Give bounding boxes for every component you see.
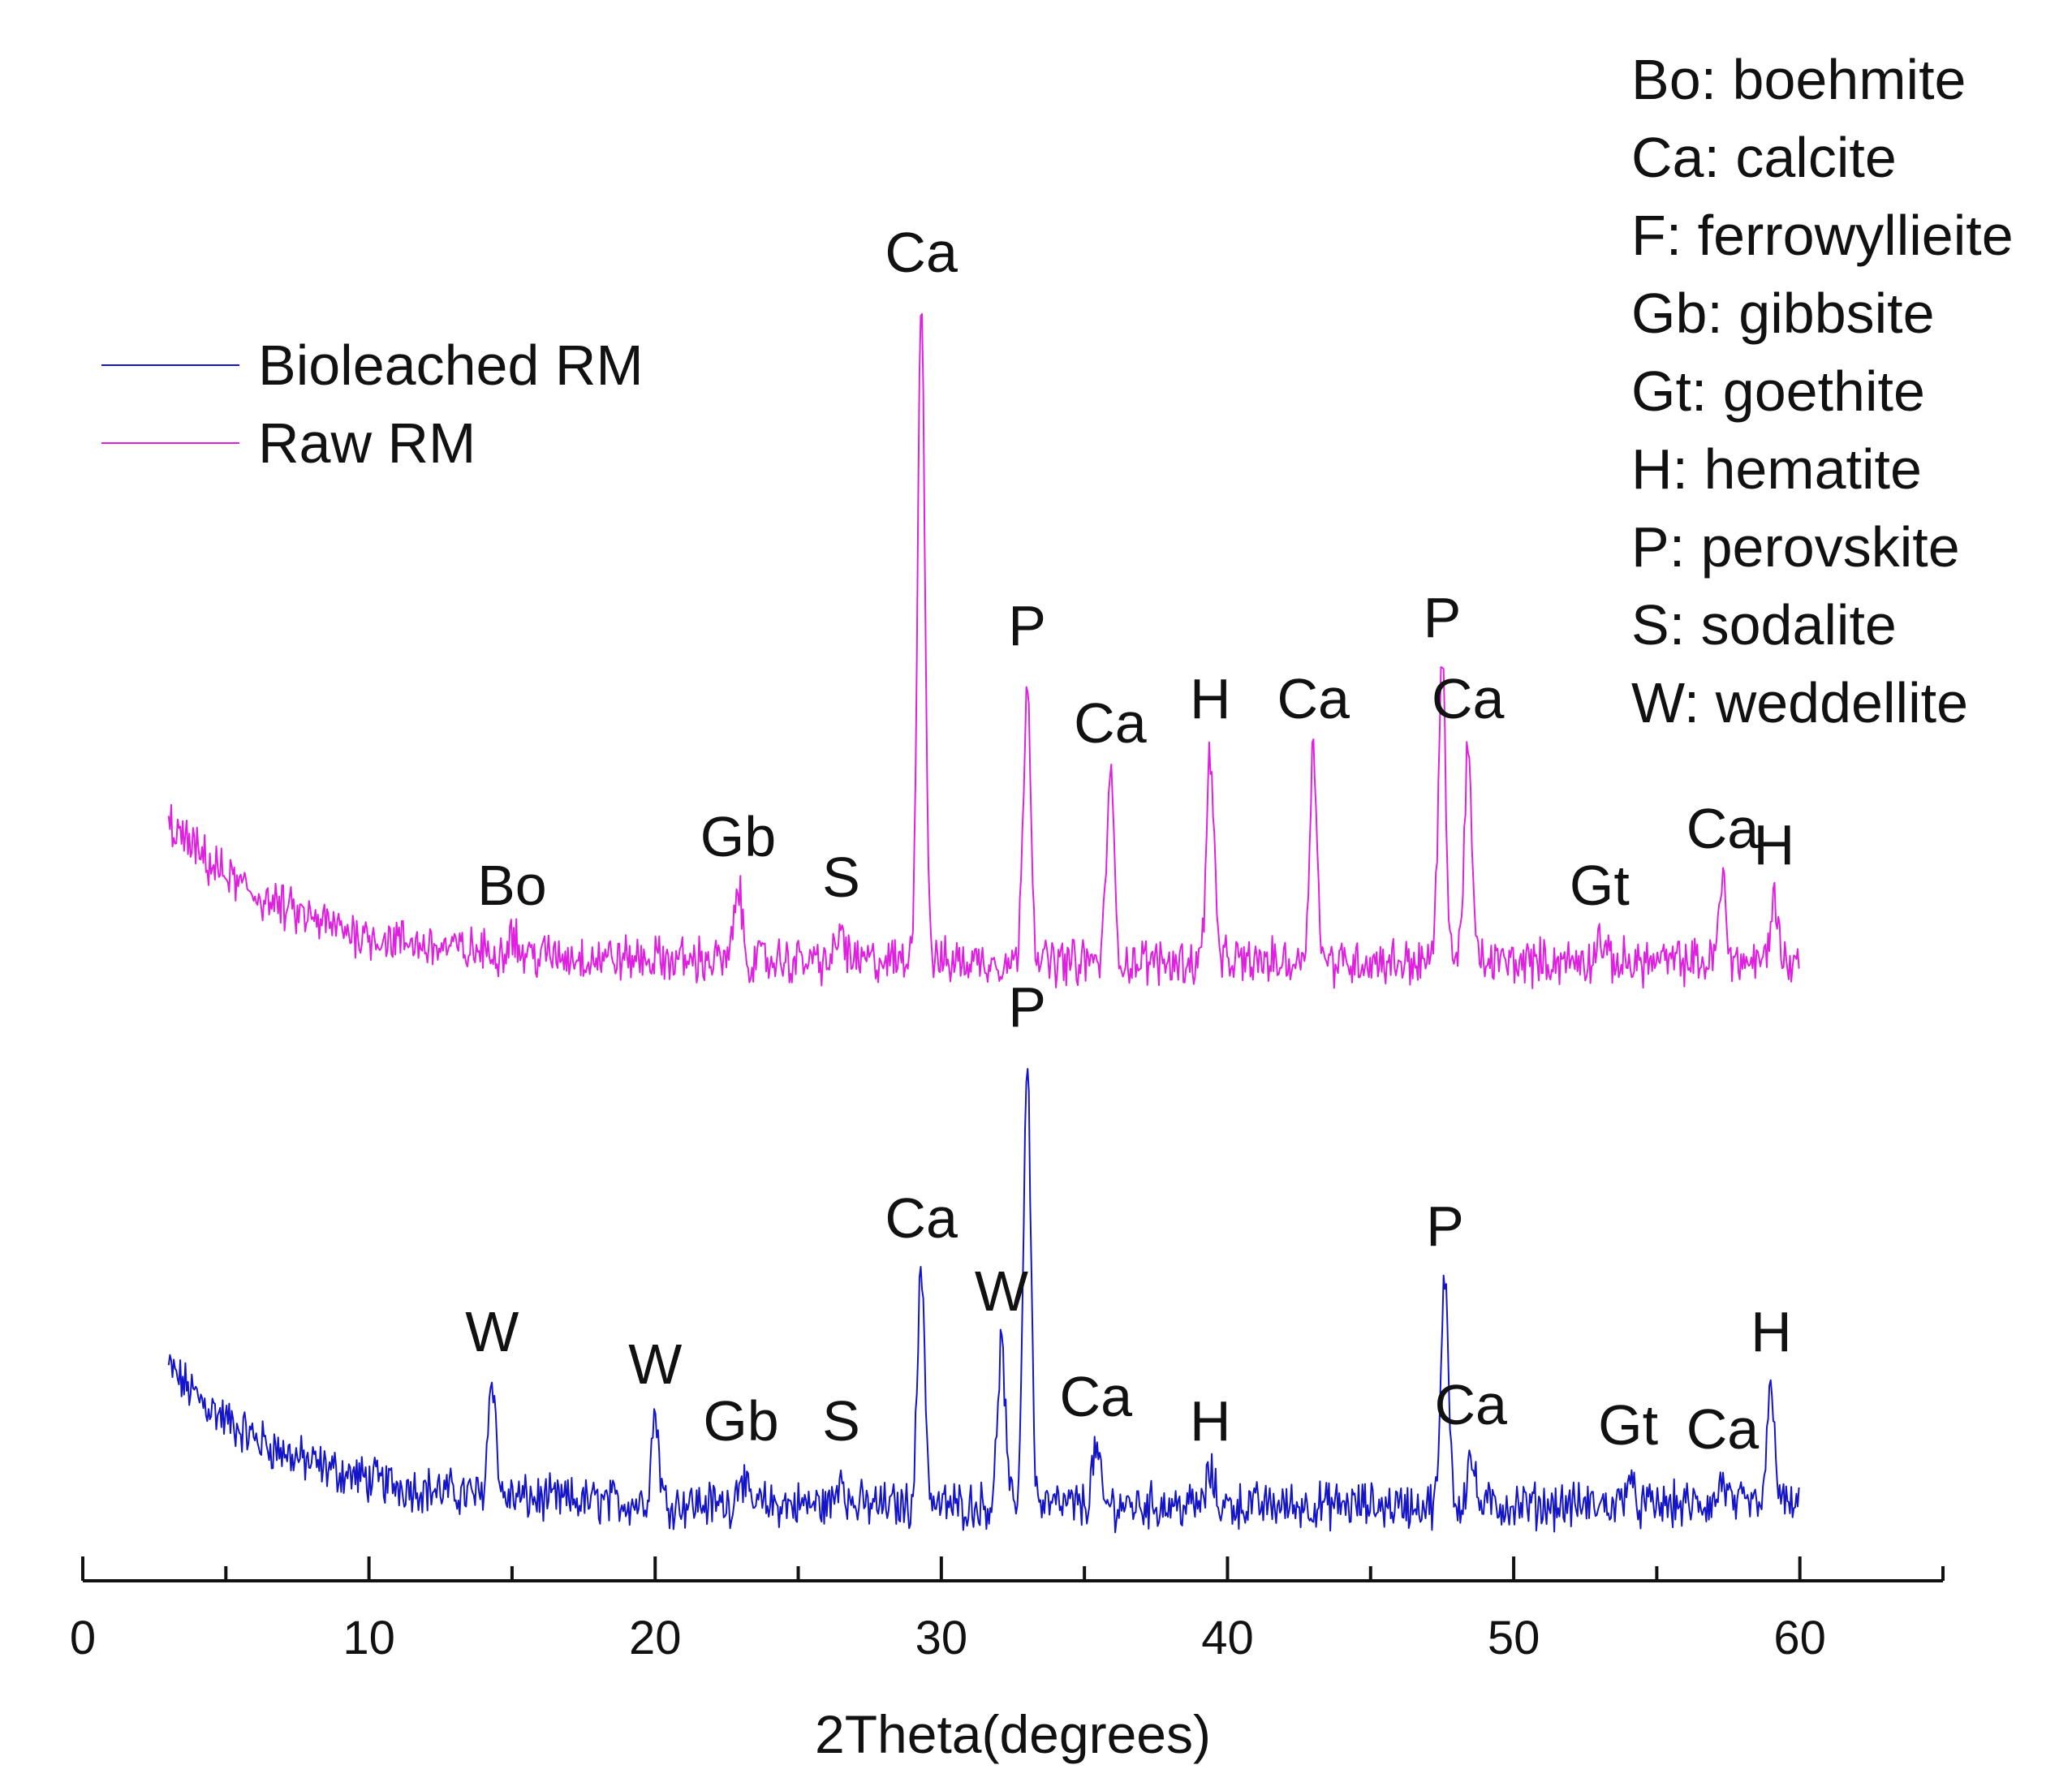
legend-label-bioleached: Bioleached RM	[258, 334, 644, 397]
series-line-bioleached	[167, 1068, 1800, 1534]
peak-label: P	[1426, 1195, 1464, 1258]
peak-label: H	[1754, 813, 1795, 876]
x-tick-label: 10	[342, 1612, 395, 1664]
legend: Bioleached RM Raw RM	[101, 334, 644, 475]
mineral-key-item: Gt: goethite	[1631, 359, 1925, 423]
peak-label: P	[1424, 586, 1462, 649]
peak-label: S	[822, 1389, 860, 1453]
peak-label: Ca	[1686, 1397, 1760, 1461]
mineral-key-item: P: perovskite	[1631, 515, 1960, 579]
mineral-key-item: Gb: gibbsite	[1631, 282, 1935, 345]
peak-label: Ca	[885, 221, 958, 284]
peak-label: W	[628, 1332, 682, 1396]
mineral-key-item: W: weddellite	[1631, 671, 1968, 734]
peak-label: Gb	[700, 805, 776, 868]
mineral-key-item: S: sodalite	[1631, 593, 1897, 657]
peak-label: H	[1751, 1300, 1792, 1363]
peak-label: Ca	[1277, 667, 1350, 730]
mineral-key: Bo: boehmite Ca: calcite F: ferrowylliei…	[1631, 48, 2014, 734]
mineral-key-item: H: hematite	[1631, 437, 1922, 501]
peak-label: Ca	[1074, 691, 1147, 755]
mineral-key-item: Ca: calcite	[1631, 126, 1897, 189]
peak-label: H	[1190, 667, 1231, 730]
x-tick-label: 30	[915, 1612, 968, 1664]
peak-label: Gt	[1598, 1393, 1658, 1457]
peak-label: Gb	[703, 1389, 778, 1453]
x-tick-label: 20	[629, 1612, 682, 1664]
x-tick-label: 0	[70, 1612, 96, 1664]
peak-label: S	[822, 846, 860, 909]
peak-label: Bo	[477, 854, 547, 917]
mineral-key-item: Bo: boehmite	[1631, 48, 1966, 111]
peak-label: Ca	[1060, 1365, 1133, 1428]
peak-label: Gt	[1570, 854, 1630, 917]
series-line-raw	[167, 312, 1800, 989]
mineral-key-item: F: ferrowyllieite	[1631, 204, 2014, 267]
peak-label: W	[975, 1259, 1028, 1323]
x-tick-label: 50	[1488, 1612, 1540, 1664]
series-layer	[167, 312, 1800, 1534]
x-tick-label: 40	[1201, 1612, 1254, 1664]
x-tick-label: 60	[1773, 1612, 1826, 1664]
legend-label-raw: Raw RM	[258, 411, 476, 475]
peak-label: P	[1008, 594, 1046, 657]
x-axis: 0 10 20 30 40 50 60	[70, 1556, 1945, 1664]
peak-label: W	[465, 1300, 519, 1363]
peak-label: H	[1190, 1389, 1231, 1453]
peak-label: Ca	[1686, 797, 1760, 860]
peak-label: Ca	[1432, 667, 1505, 730]
peak-label: Ca	[885, 1186, 958, 1250]
x-axis-title: 2Theta(degrees)	[815, 1704, 1211, 1764]
peak-label: P	[1008, 975, 1046, 1039]
peak-label: Ca	[1434, 1373, 1507, 1436]
